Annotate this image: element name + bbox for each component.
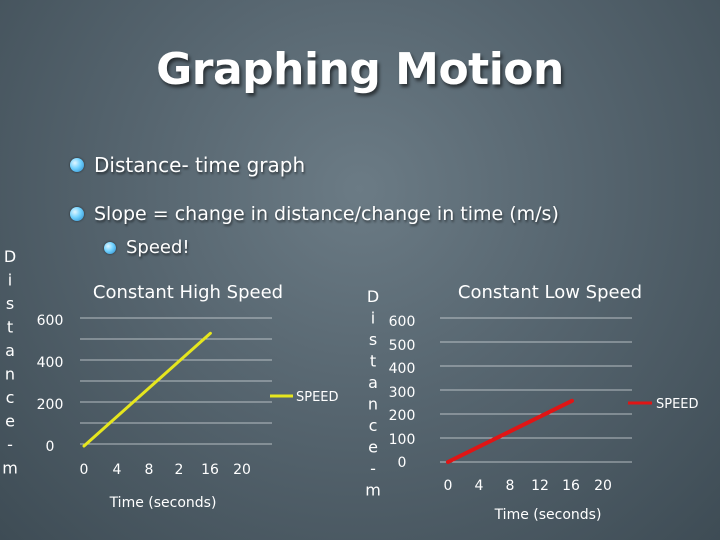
chart2-x-tick-label: 20 <box>594 478 612 494</box>
chart1-ylabel-letter: e <box>5 412 15 431</box>
bullet-icon <box>70 158 84 172</box>
slide-title: Graphing Motion <box>156 44 564 95</box>
chart1-y-tick-label: 400 <box>37 355 64 371</box>
chart1-x-tick-label: 4 <box>113 462 122 478</box>
chart1-x-tick-label: 2 <box>175 462 184 478</box>
chart2-legend-label: SPEED <box>656 397 699 412</box>
bullet-icon <box>104 241 116 254</box>
bullet-slope: Slope = change in distance/change in tim… <box>70 203 559 225</box>
chart2-title: Constant Low Speed <box>458 282 642 303</box>
chart2-ylabel-letter: i <box>371 309 375 328</box>
chart1-title: Constant High Speed <box>93 282 283 303</box>
chart1-ylabel-letter: i <box>8 271 12 290</box>
chart2-y-tick-label: 200 <box>389 408 416 424</box>
chart1-ylabel-letter: n <box>5 365 15 384</box>
chart1-legend-label: SPEED <box>296 390 339 405</box>
chart2-ylabel-letter: n <box>368 395 378 414</box>
chart2-y-tick-label: 300 <box>389 385 416 401</box>
chart1-ylabel-letter: t <box>7 318 13 337</box>
chart1-ylabel-letter: m <box>2 459 18 478</box>
chart1-ylabel-letter: c <box>6 388 15 407</box>
bullet-text: Slope = change in distance/change in tim… <box>94 203 559 225</box>
chart1-x-tick-label: 8 <box>145 462 154 478</box>
chart2-y-tick-label: 500 <box>389 338 416 354</box>
chart2-ylabel-letter: - <box>370 459 376 478</box>
chart2-x-tick-label: 8 <box>506 478 515 494</box>
chart2-y-tick-label: 100 <box>389 432 416 448</box>
chart1-x-tick-label: 0 <box>80 462 89 478</box>
chart1-y-tick-label: 0 <box>46 439 55 455</box>
chart1-ylabel-letter: - <box>7 435 13 454</box>
chart2-ylabel-letter: a <box>368 373 378 392</box>
chart2-y-tick-label: 0 <box>398 455 407 471</box>
chart2-ylabel-letter: m <box>365 481 381 500</box>
chart2-ylabel-letter: e <box>368 438 378 457</box>
chart1-ylabel-letter: D <box>4 247 16 266</box>
bullet-text: Speed! <box>126 237 190 258</box>
chart2-ylabel-letter: t <box>370 352 376 371</box>
chart2-ylabel-letter: D <box>367 287 379 306</box>
chart1-ylabel-letter: a <box>5 341 15 360</box>
chart1-x-tick-label: 16 <box>201 462 219 478</box>
chart2-x-tick-label: 4 <box>475 478 484 494</box>
chart2-y-tick-label: 400 <box>389 361 416 377</box>
chart1-y-tick-label: 200 <box>37 397 64 413</box>
chart1-ylabel-letter: s <box>6 294 14 313</box>
bullet-text: Distance- time graph <box>94 153 306 177</box>
chart1-y-tick-label: 600 <box>37 313 64 329</box>
chart1-series-line <box>82 331 212 448</box>
chart2-x-tick-label: 0 <box>444 478 453 494</box>
bullet-speed: Speed! <box>104 237 190 258</box>
bullet-icon <box>70 207 84 221</box>
chart2-ylabel-letter: s <box>369 330 377 349</box>
chart2-x-tick-label: 16 <box>562 478 580 494</box>
chart2-y-tick-label: 600 <box>389 314 416 330</box>
chart2-ylabel-letter: c <box>369 416 378 435</box>
chart1-x-tick-label: 20 <box>233 462 251 478</box>
chart2-series-line <box>446 398 574 464</box>
chart1-xlabel: Time (seconds) <box>109 495 217 511</box>
chart2-x-tick-label: 12 <box>531 478 549 494</box>
chart2-xlabel: Time (seconds) <box>494 507 602 523</box>
bullet-distance-time: Distance- time graph <box>70 153 305 177</box>
